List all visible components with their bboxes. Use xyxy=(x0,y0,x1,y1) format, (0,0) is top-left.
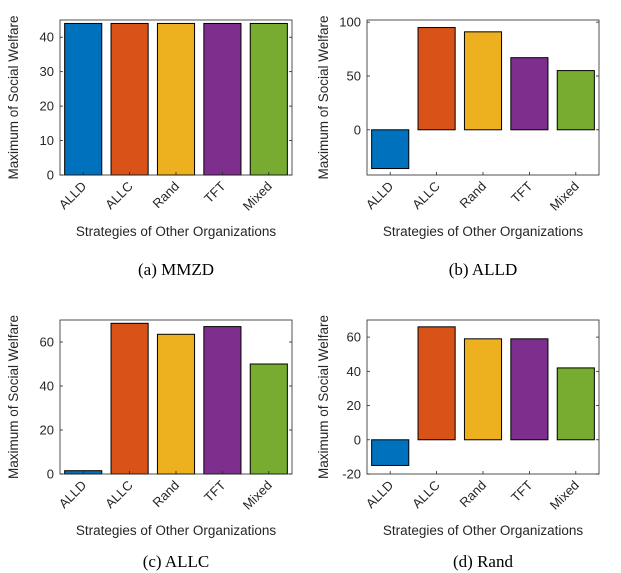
y-tick-label: 40 xyxy=(40,379,54,394)
bar-alld xyxy=(371,129,410,170)
x-tick-label: ALLD xyxy=(363,179,397,213)
x-tick-label: TFT xyxy=(201,178,228,205)
x-tick-label: ALLC xyxy=(102,478,136,512)
bar-rand xyxy=(156,333,196,475)
y-tick-label: 0 xyxy=(47,168,54,183)
y-tick-label: -20 xyxy=(342,467,361,482)
x-tick-label: ALLD xyxy=(56,478,90,512)
y-tick-label: 0 xyxy=(47,467,54,482)
subplot-caption: (a) MMZD xyxy=(138,260,214,279)
y-tick-label: 0 xyxy=(354,432,361,447)
bar-mixed xyxy=(556,70,595,131)
bar-allc xyxy=(110,22,149,176)
x-tick-label: ALLD xyxy=(363,478,397,512)
bar-allc xyxy=(110,322,149,475)
x-tick-label: TFT xyxy=(508,477,535,504)
y-tick-label: 30 xyxy=(40,64,54,79)
y-tick-label: 20 xyxy=(347,398,361,413)
y-tick-label: 10 xyxy=(40,133,54,148)
y-tick-label: 100 xyxy=(339,15,361,30)
x-axis-label: Strategies of Other Organizations xyxy=(383,523,584,538)
y-axis-label: Maximum of Social Welfare xyxy=(6,315,21,479)
bar-allc xyxy=(417,326,456,441)
x-tick-label: Rand xyxy=(150,478,183,511)
y-axis-label: Maximum of Social Welfare xyxy=(316,15,331,179)
subplot-2: 0 50 100 ALLD ALLC Rand TFT Mixed Strategies of … xyxy=(316,15,600,279)
subplot-caption: (c) ALLC xyxy=(143,552,210,571)
x-tick-label: ALLC xyxy=(409,478,443,512)
y-axis-label: Maximum of Social Welfare xyxy=(316,315,331,479)
x-tick-label: Mixed xyxy=(240,478,275,513)
x-tick-label: Mixed xyxy=(240,179,275,214)
subplot-4: -20 0 20 40 60 ALLD ALLC Rand TFT Mixed Strategies… xyxy=(316,315,600,571)
x-tick-label: Rand xyxy=(457,179,490,212)
y-tick-label: 0 xyxy=(354,122,361,137)
x-tick-label: Mixed xyxy=(547,179,582,214)
x-tick-label: TFT xyxy=(201,477,228,504)
y-tick-label: 20 xyxy=(40,99,54,114)
y-axis-label: Maximum of Social Welfare xyxy=(6,15,21,179)
bar-tft xyxy=(203,326,242,475)
y-tick-label: 50 xyxy=(347,68,361,83)
x-tick-label: ALLC xyxy=(409,179,443,213)
bar-mixed xyxy=(556,367,595,441)
bar-allc xyxy=(417,27,456,131)
subplot-1: 0 10 20 30 40 ALLD ALLC Rand TFT Mixed Strategies … xyxy=(6,15,293,279)
bar-rand xyxy=(463,31,503,131)
x-tick-label: Rand xyxy=(457,478,490,511)
x-tick-label: ALLC xyxy=(102,179,136,213)
bar-alld xyxy=(64,22,103,176)
subplot-caption: (b) ALLD xyxy=(449,260,517,279)
x-tick-label: Mixed xyxy=(547,478,582,513)
bar-tft xyxy=(510,338,549,441)
x-axis-label: Strategies of Other Organizations xyxy=(383,224,584,239)
bar-rand xyxy=(463,338,503,441)
x-tick-label: ALLD xyxy=(56,179,90,213)
bar-tft xyxy=(510,57,549,131)
bar-mixed xyxy=(249,22,288,176)
bar-rand xyxy=(156,22,196,176)
subplot-caption: (d) Rand xyxy=(453,552,513,571)
y-tick-label: 40 xyxy=(40,30,54,45)
x-axis-label: Strategies of Other Organizations xyxy=(76,224,277,239)
y-tick-label: 20 xyxy=(40,423,54,438)
bar-mixed xyxy=(249,363,288,475)
x-axis-label: Strategies of Other Organizations xyxy=(76,523,277,538)
subplot-3: 0 20 40 60 ALLD ALLC Rand TFT Mixed Strategies of… xyxy=(6,315,293,571)
bar-tft xyxy=(203,22,242,176)
y-tick-label: 60 xyxy=(40,335,54,350)
y-tick-label: 60 xyxy=(347,330,361,345)
x-tick-label: TFT xyxy=(508,178,535,205)
bar-alld xyxy=(371,439,410,466)
y-tick-label: 40 xyxy=(347,364,361,379)
x-tick-label: Rand xyxy=(150,179,183,212)
